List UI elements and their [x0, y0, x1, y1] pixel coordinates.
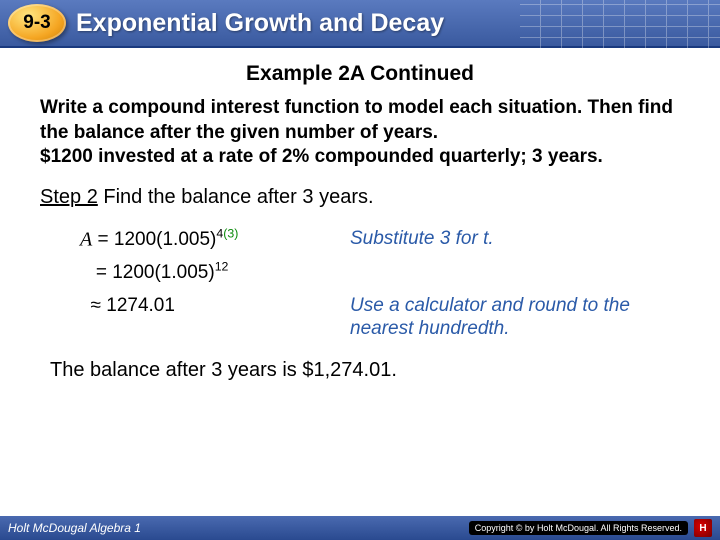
header-bar: 9-3 Exponential Growth and Decay: [0, 0, 720, 48]
work-expr-3: ≈ 1274.01: [40, 294, 350, 317]
conclusion: The balance after 3 years is $1,274.01.: [50, 359, 680, 382]
slide-content: Example 2A Continued Write a compound in…: [0, 48, 720, 382]
footer-bar: Holt McDougal Algebra 1 Copyright © by H…: [0, 516, 720, 540]
problem-line1: Write a compound interest function to mo…: [40, 97, 673, 143]
section-badge: 9-3: [8, 4, 66, 42]
copyright-badge: Copyright © by Holt McDougal. All Rights…: [469, 521, 688, 535]
holt-logo-icon: H: [694, 519, 712, 537]
work-row-2: = 1200(1.005)12: [40, 259, 680, 283]
work-hint-1: Substitute 3 for t.: [350, 227, 680, 251]
header-grid-bg: [520, 0, 720, 48]
step-line: Step 2 Find the balance after 3 years.: [40, 186, 680, 209]
work-row-3: ≈ 1274.01 Use a calculator and round to …: [40, 294, 680, 342]
step-text: Find the balance after 3 years.: [98, 186, 374, 208]
chapter-title: Exponential Growth and Decay: [76, 9, 444, 38]
work-expr-1: A = 1200(1.005)4(3): [40, 227, 350, 251]
work-hint-3: Use a calculator and round to the neares…: [350, 294, 680, 342]
work-var: A: [80, 228, 92, 250]
footer-text: Holt McDougal Algebra 1: [8, 521, 141, 535]
step-label: Step 2: [40, 186, 98, 208]
problem-line2: $1200 invested at a rate of 2% compounde…: [40, 146, 603, 167]
work-row-1: A = 1200(1.005)4(3) Substitute 3 for t.: [40, 227, 680, 251]
footer-right: Copyright © by Holt McDougal. All Rights…: [469, 519, 712, 537]
problem-statement: Write a compound interest function to mo…: [40, 96, 680, 170]
example-title: Example 2A Continued: [40, 62, 680, 86]
work-eq-1: = 1200(1.005)4(3): [92, 229, 238, 250]
work-expr-2: = 1200(1.005)12: [40, 259, 350, 283]
